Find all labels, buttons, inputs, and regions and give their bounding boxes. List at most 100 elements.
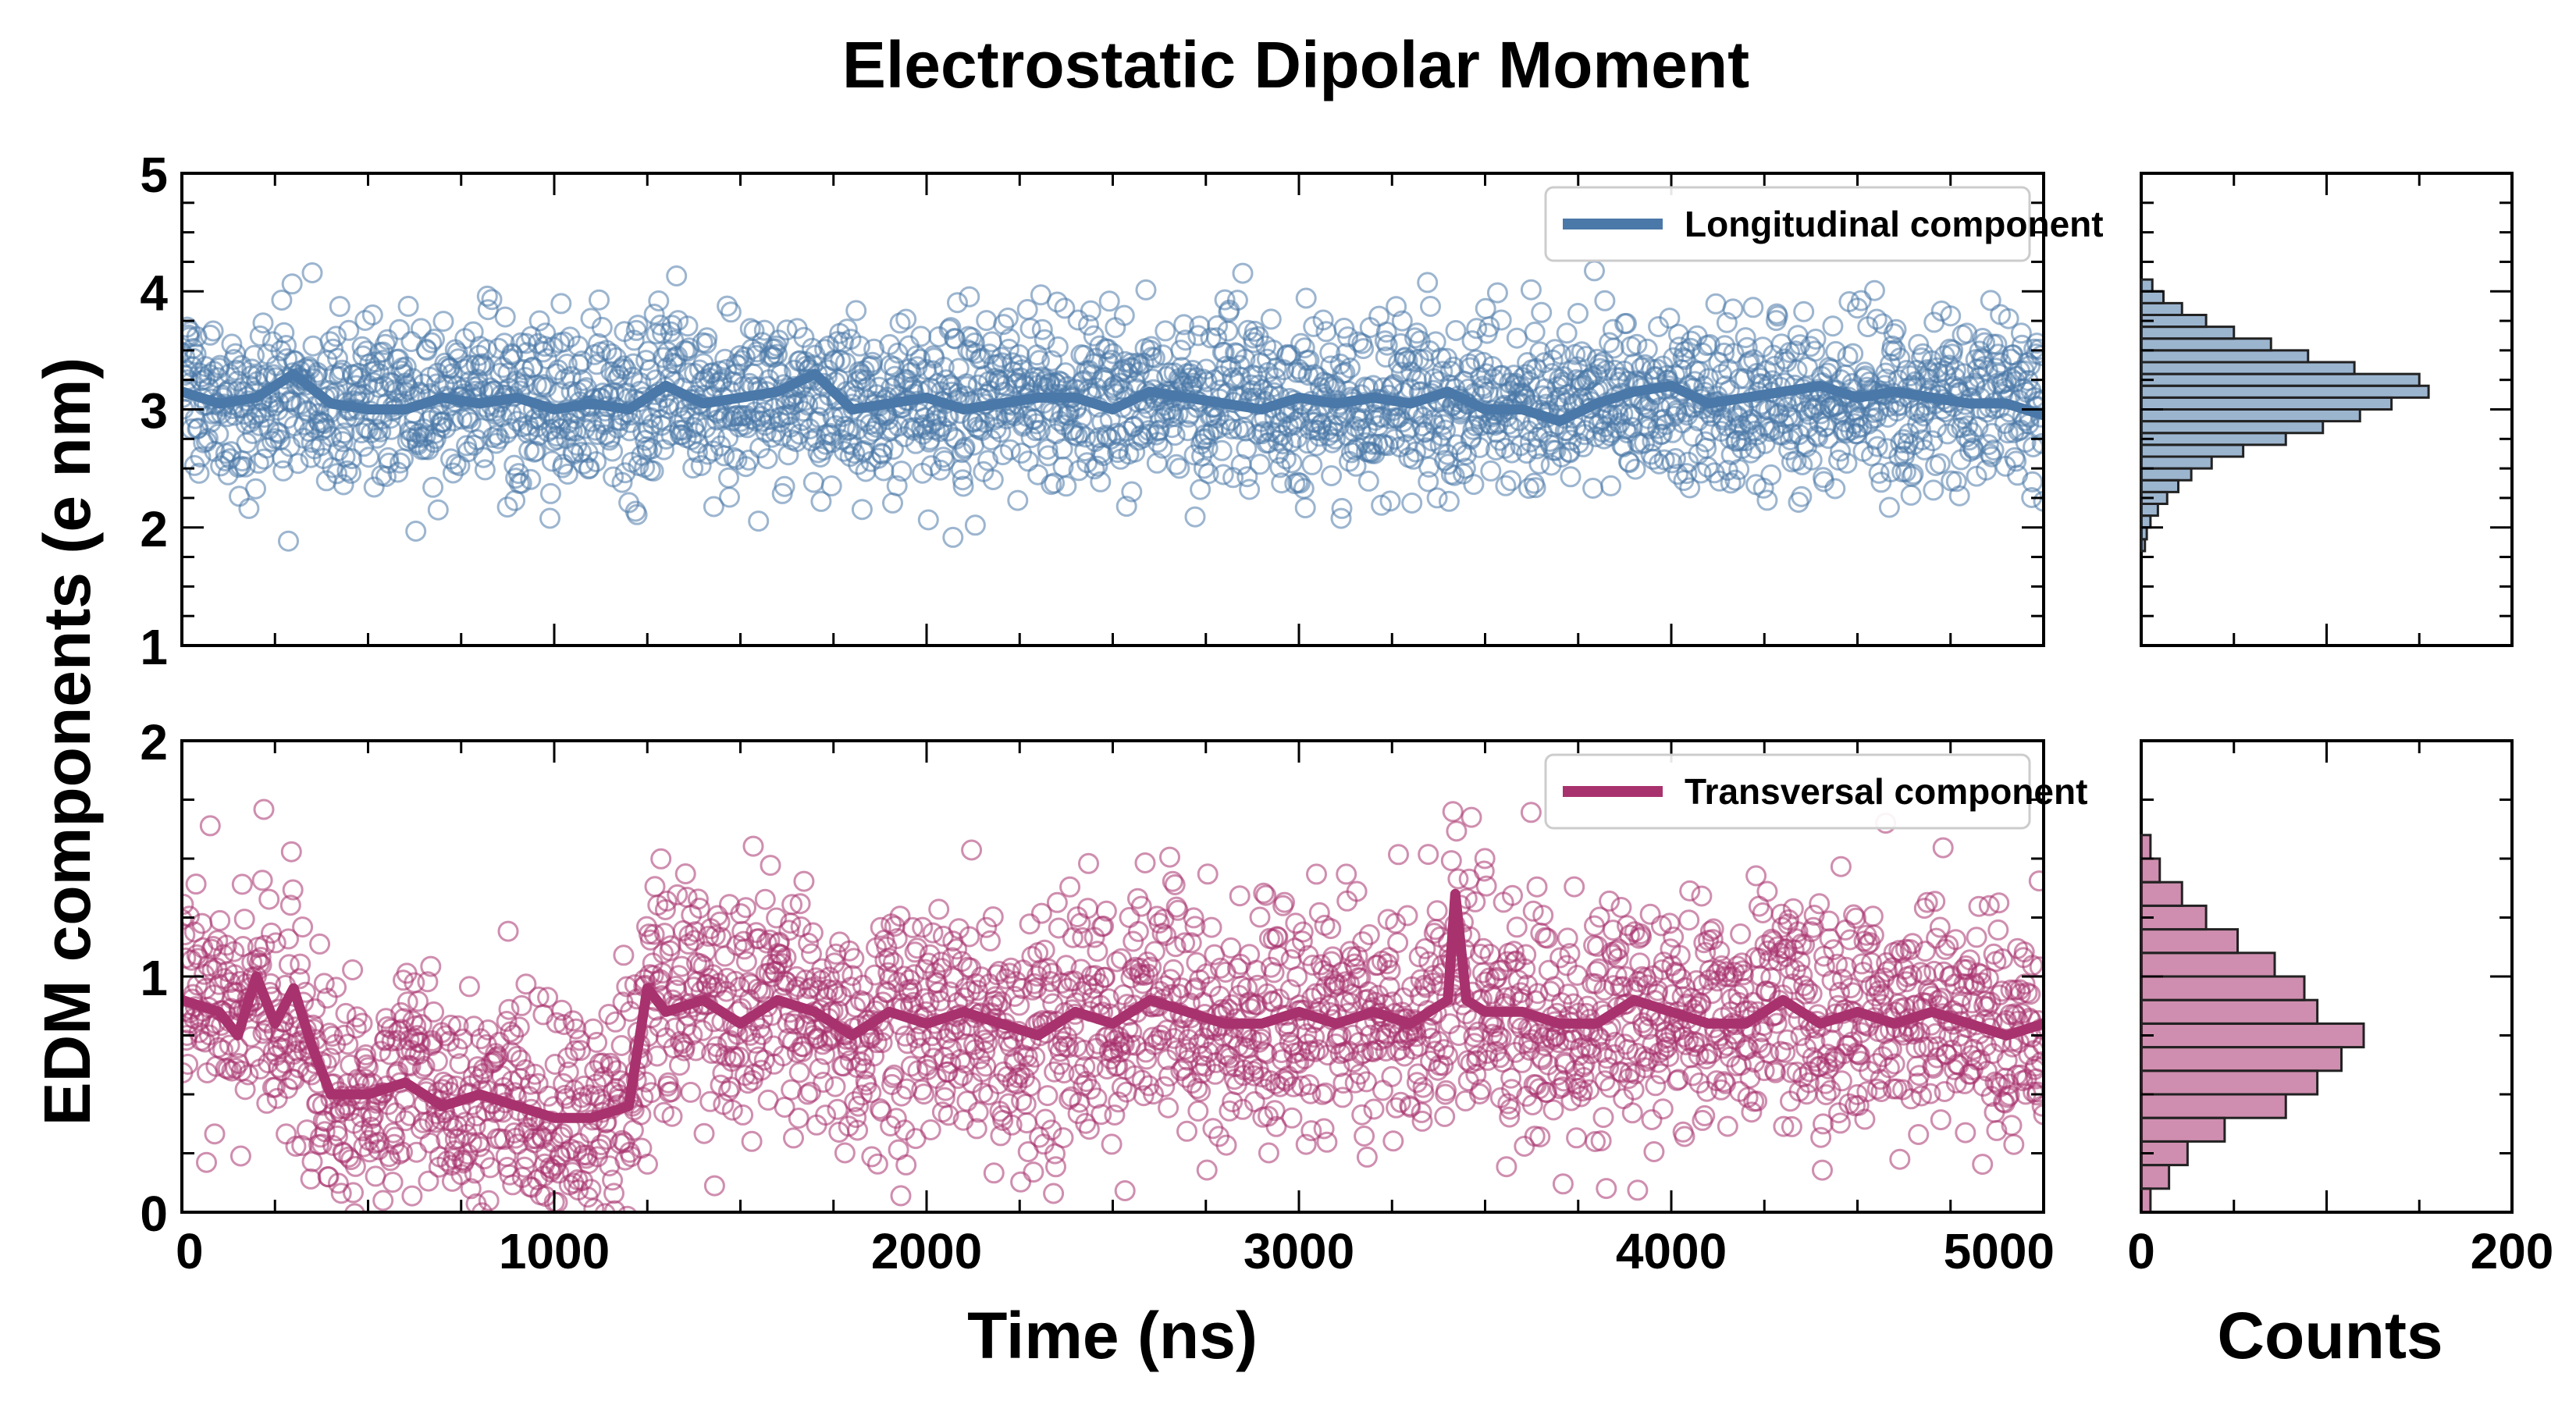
longitudinal-scatter-point: [1034, 329, 1055, 350]
transversal-scatter-point: [617, 1205, 638, 1212]
transversal-scatter-point: [948, 918, 970, 940]
longitudinal-scatter-point: [199, 324, 221, 346]
longitudinal-scatter-point: [1165, 454, 1187, 475]
transversal-scatter-point: [1809, 893, 1831, 915]
transversal-scatter-point: [1611, 1062, 1633, 1083]
transversal-scatter-point: [1440, 850, 1462, 872]
longitudinal-scatter-point: [1169, 457, 1190, 479]
transversal-scatter-point: [1292, 921, 1314, 943]
longitudinal-scatter-point: [1560, 466, 1582, 488]
transversal-scatter-point: [1929, 916, 1951, 938]
transversal-scatter-point: [1229, 885, 1251, 907]
longitudinal-scatter-point: [808, 407, 830, 429]
transversal-scatter-point: [215, 934, 237, 956]
transversal-scatter-point: [637, 1153, 658, 1175]
transversal-scatter-point: [602, 1169, 624, 1191]
longitudinal-scatter-point: [234, 456, 256, 478]
transversal-scatter-point: [1880, 1038, 1902, 1060]
longitudinal-scatter-point: [1170, 340, 1192, 361]
transversal-scatter-point: [734, 938, 756, 960]
transversal-scatter-point: [1406, 1072, 1428, 1094]
transversal-scatter-point: [798, 932, 820, 954]
longitudinal-scatter-point: [1786, 359, 1808, 381]
transversal-scatter-point: [1019, 1075, 1041, 1097]
transversal-scatter-point: [423, 1001, 445, 1023]
longitudinal-scatter-point: [331, 359, 353, 381]
longitudinal-scatter-point: [474, 459, 496, 481]
transversal-scatter-point: [1300, 1083, 1322, 1104]
transversal-scatter-point: [1072, 927, 1094, 948]
longitudinal-scatter-point: [1531, 301, 1553, 323]
longitudinal-scatter-point: [252, 312, 274, 334]
transversal-scatter-point: [1604, 1031, 1626, 1053]
transversal-scatter-point: [1472, 937, 1494, 959]
transversal-scatter-point: [1279, 979, 1301, 1001]
transversal-scatter-point: [576, 1144, 598, 1166]
longitudinal-scatter-point: [1331, 497, 1353, 519]
longitudinal-legend: Longitudinal component: [1544, 186, 2104, 262]
transversal-scatter-point: [961, 839, 983, 861]
transversal-scatter-point: [496, 1011, 518, 1032]
transversal-scatter-point: [586, 1031, 608, 1053]
transversal-scatter-point: [335, 1002, 357, 1024]
transversal-scatter-point: [1862, 905, 1884, 927]
longitudinal-scatter-point: [952, 475, 974, 497]
transversal-scatter-point: [1756, 880, 1778, 902]
transversal-scatter-point: [886, 928, 908, 949]
transversal-scatter-point: [251, 870, 273, 891]
longitudinal-scatter-point: [964, 514, 986, 536]
longitudinal-scatter-point: [1866, 436, 1888, 457]
transversal-scatter-point: [442, 1117, 464, 1139]
longitudinal-scatter-point: [1375, 321, 1397, 343]
transversal-scatter-point: [1048, 917, 1069, 939]
transversal-scatter-point: [1209, 957, 1231, 979]
longitudinal-scatter-point: [202, 320, 224, 342]
transversal-scatter-point: [1592, 1107, 1614, 1129]
transversal-scatter-point: [1730, 923, 1752, 944]
longitudinal-scatter-point: [1007, 489, 1029, 511]
longitudinal-scatter-point: [882, 439, 904, 461]
longitudinal-scatter-point: [1249, 454, 1271, 475]
transversal-scatter-point: [1353, 1042, 1375, 1064]
transversal-scatter-point: [1174, 932, 1196, 954]
transversal-scatter-point: [1702, 929, 1724, 951]
longitudinal-scatter-point: [748, 510, 770, 532]
transversal-scatter-point: [244, 1045, 265, 1067]
transversal-scatter-point: [1367, 954, 1389, 976]
transversal-scatter-point: [1184, 916, 1206, 937]
transversal-scatter-point: [279, 895, 301, 916]
longitudinal-scatter-point: [1164, 425, 1186, 446]
longitudinal-scatter-point: [507, 463, 529, 485]
transversal-scatter-point: [1920, 1083, 1941, 1104]
longitudinal-scatter-point: [1330, 507, 1352, 529]
transversal-scatter-point: [1024, 1046, 1046, 1068]
longitudinal-scatter-point: [422, 476, 444, 498]
longitudinal-scatter-point: [332, 431, 354, 453]
x-axis-label: Time (ns): [967, 1299, 1258, 1372]
transversal-scatter-point: [479, 1157, 501, 1179]
transversal-scatter-point: [852, 974, 873, 996]
transversal-scatter-point: [1143, 1083, 1164, 1105]
transversal-scatter-point: [1437, 1044, 1458, 1066]
transversal-scatter-point: [1925, 1023, 1947, 1044]
transversal-scatter-point: [903, 964, 925, 986]
transversal-scatter-point: [1363, 1098, 1385, 1120]
transversal-scatter-point: [1598, 1057, 1620, 1079]
transversal-scatter-point: [889, 905, 911, 927]
transversal-scatter-point: [898, 969, 920, 991]
transversal-scatter-point: [891, 1085, 913, 1107]
longitudinal-scatter-point: [965, 343, 987, 365]
transversal-scatter-point: [1354, 1126, 1375, 1147]
longitudinal-scatter-point: [1600, 475, 1621, 496]
transversal-scatter-point: [570, 1040, 592, 1062]
transversal-scatter-point: [837, 1040, 859, 1062]
longitudinal-scatter-point: [1584, 260, 1605, 282]
longitudinal-scatter-point: [556, 354, 578, 375]
longitudinal-scatter-point: [1998, 308, 2019, 329]
transversal-scatter-point: [1073, 1039, 1095, 1061]
transversal-scatter-point: [1442, 801, 1464, 823]
longitudinal-scatter-point: [1616, 312, 1637, 334]
longitudinal-scatter-point: [1651, 423, 1673, 445]
transversal-scatter-point: [401, 1185, 423, 1207]
transversal-scatter-point: [1573, 1067, 1595, 1088]
